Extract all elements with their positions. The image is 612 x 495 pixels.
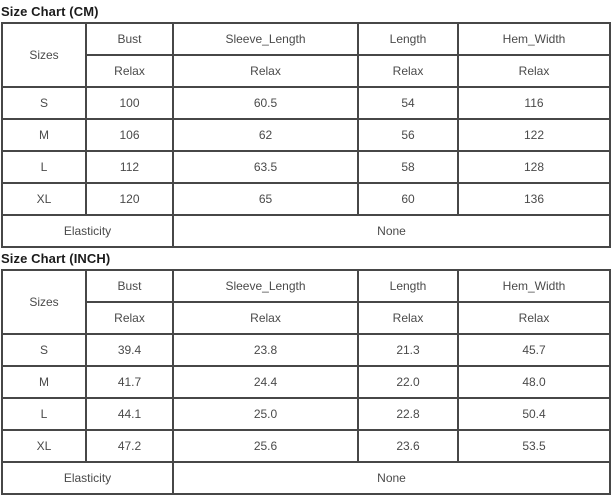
value-cell: 45.7 [458, 334, 610, 366]
value-cell: 65 [173, 183, 358, 215]
elasticity-label: Elasticity [2, 215, 173, 247]
value-cell: 23.8 [173, 334, 358, 366]
value-cell: 58 [358, 151, 458, 183]
value-cell: 128 [458, 151, 610, 183]
value-cell: 56 [358, 119, 458, 151]
value-cell: 25.0 [173, 398, 358, 430]
value-cell: 62 [173, 119, 358, 151]
value-cell: 60.5 [173, 87, 358, 119]
relax-subheader: Relax [358, 302, 458, 334]
relax-subheader: Relax [458, 55, 610, 87]
sizes-column-header: Sizes [2, 23, 86, 87]
value-cell: 112 [86, 151, 173, 183]
size-cell: XL [2, 183, 86, 215]
column-header-length: Length [358, 23, 458, 55]
size-chart-cm-title: Size Chart (CM) [1, 4, 99, 19]
value-cell: 44.1 [86, 398, 173, 430]
column-header-bust: Bust [86, 270, 173, 302]
table-subheader-row: Relax Relax Relax Relax [2, 55, 610, 87]
value-cell: 50.4 [458, 398, 610, 430]
value-cell: 63.5 [173, 151, 358, 183]
size-cell: XL [2, 430, 86, 462]
value-cell: 48.0 [458, 366, 610, 398]
size-cell: M [2, 119, 86, 151]
table-row-xl: XL 120 65 60 136 [2, 183, 610, 215]
value-cell: 54 [358, 87, 458, 119]
column-header-sleeve-length: Sleeve_Length [173, 270, 358, 302]
table-row-m: M 106 62 56 122 [2, 119, 610, 151]
size-chart-cm-section: Size Chart (CM) Sizes Bust Sleeve_Length… [1, 4, 611, 248]
size-cell: M [2, 366, 86, 398]
value-cell: 53.5 [458, 430, 610, 462]
elasticity-value: None [173, 462, 610, 494]
relax-subheader: Relax [358, 55, 458, 87]
value-cell: 122 [458, 119, 610, 151]
value-cell: 100 [86, 87, 173, 119]
relax-subheader: Relax [86, 302, 173, 334]
table-row-l: L 44.1 25.0 22.8 50.4 [2, 398, 610, 430]
value-cell: 23.6 [358, 430, 458, 462]
size-chart-inch-section: Size Chart (INCH) Sizes Bust Sleeve_Leng… [1, 251, 611, 495]
relax-subheader: Relax [173, 55, 358, 87]
column-header-length: Length [358, 270, 458, 302]
value-cell: 24.4 [173, 366, 358, 398]
elasticity-label: Elasticity [2, 462, 173, 494]
table-row-xl: XL 47.2 25.6 23.6 53.5 [2, 430, 610, 462]
value-cell: 25.6 [173, 430, 358, 462]
table-row-m: M 41.7 24.4 22.0 48.0 [2, 366, 610, 398]
table-row-l: L 112 63.5 58 128 [2, 151, 610, 183]
value-cell: 60 [358, 183, 458, 215]
table-row-s: S 100 60.5 54 116 [2, 87, 610, 119]
size-chart-inch-table: Sizes Bust Sleeve_Length Length Hem_Widt… [1, 269, 611, 495]
value-cell: 106 [86, 119, 173, 151]
size-chart-inch-title: Size Chart (INCH) [1, 251, 111, 266]
value-cell: 116 [458, 87, 610, 119]
relax-subheader: Relax [173, 302, 358, 334]
sizes-column-header: Sizes [2, 270, 86, 334]
column-header-hem-width: Hem_Width [458, 23, 610, 55]
table-row-s: S 39.4 23.8 21.3 45.7 [2, 334, 610, 366]
value-cell: 47.2 [86, 430, 173, 462]
value-cell: 22.0 [358, 366, 458, 398]
value-cell: 21.3 [358, 334, 458, 366]
column-header-hem-width: Hem_Width [458, 270, 610, 302]
value-cell: 39.4 [86, 334, 173, 366]
value-cell: 22.8 [358, 398, 458, 430]
relax-subheader: Relax [86, 55, 173, 87]
table-header-row: Sizes Bust Sleeve_Length Length Hem_Widt… [2, 23, 610, 87]
relax-subheader: Relax [458, 302, 610, 334]
table-header-row: Sizes Bust Sleeve_Length Length Hem_Widt… [2, 270, 610, 334]
value-cell: 41.7 [86, 366, 173, 398]
value-cell: 136 [458, 183, 610, 215]
size-cell: S [2, 87, 86, 119]
size-cell: L [2, 151, 86, 183]
value-cell: 120 [86, 183, 173, 215]
table-subheader-row: Relax Relax Relax Relax [2, 302, 610, 334]
column-header-bust: Bust [86, 23, 173, 55]
table-footer-row: Elasticity None [2, 215, 610, 247]
size-cell: S [2, 334, 86, 366]
column-header-sleeve-length: Sleeve_Length [173, 23, 358, 55]
size-cell: L [2, 398, 86, 430]
table-footer-row: Elasticity None [2, 462, 610, 494]
size-chart-cm-table: Sizes Bust Sleeve_Length Length Hem_Widt… [1, 22, 611, 248]
elasticity-value: None [173, 215, 610, 247]
